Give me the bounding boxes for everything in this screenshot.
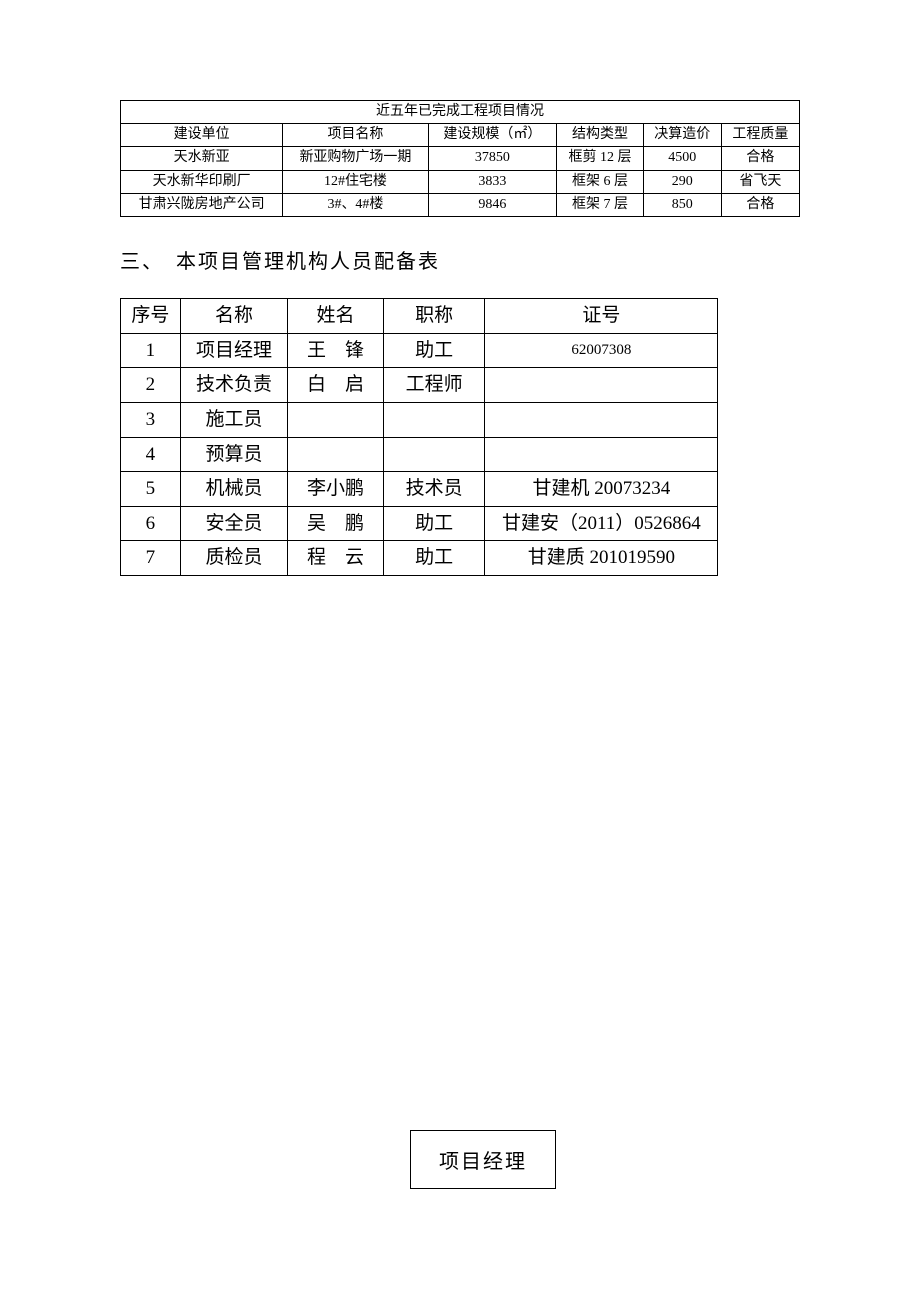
table1-cell: 新亚购物广场一期 (283, 147, 428, 170)
completed-projects-table: 近五年已完成工程项目情况 建设单位 项目名称 建设规模（㎡） 结构类型 决算造价… (120, 100, 800, 217)
table1-cell: 850 (643, 193, 721, 216)
table1-cell: 3#、4#楼 (283, 193, 428, 216)
table2-header-row: 序号 名称 姓名 职称 证号 (121, 298, 718, 333)
table1-cell: 37850 (428, 147, 557, 170)
table2-name: 程 云 (288, 541, 384, 576)
table2-title: 工程师 (383, 368, 485, 403)
table1-h1: 项目名称 (283, 124, 428, 147)
table2-h-name: 姓名 (288, 298, 384, 333)
table2-title (383, 437, 485, 472)
table1-cell: 290 (643, 170, 721, 193)
table1-row: 天水新华印刷厂 12#住宅楼 3833 框架 6 层 290 省飞天 (121, 170, 800, 193)
table2-row: 3 施工员 (121, 402, 718, 437)
table2-row: 6 安全员 吴 鹏 助工 甘建安（2011）0526864 (121, 506, 718, 541)
table1-cell: 12#住宅楼 (283, 170, 428, 193)
table2-row: 5 机械员 李小鹏 技术员 甘建机 20073234 (121, 472, 718, 507)
table1-cell: 框剪 12 层 (557, 147, 644, 170)
section-heading: 三、 本项目管理机构人员配备表 (120, 245, 800, 274)
table2-title: 技术员 (383, 472, 485, 507)
table1-h5: 工程质量 (721, 124, 799, 147)
table1-cell: 合格 (721, 193, 799, 216)
table1-h0: 建设单位 (121, 124, 283, 147)
table2-row: 2 技术负责 白 启 工程师 (121, 368, 718, 403)
table1-cell: 9846 (428, 193, 557, 216)
project-manager-box: 项目经理 (410, 1130, 556, 1189)
table2-cert (485, 402, 718, 437)
table2-name (288, 437, 384, 472)
table2-name: 王 锋 (288, 333, 384, 368)
table1-cell: 3833 (428, 170, 557, 193)
table2-h-seq: 序号 (121, 298, 181, 333)
table1-h2: 建设规模（㎡） (428, 124, 557, 147)
table1-cell: 4500 (643, 147, 721, 170)
table2-seq: 6 (121, 506, 181, 541)
table1-cell: 天水新华印刷厂 (121, 170, 283, 193)
table1-row: 天水新亚 新亚购物广场一期 37850 框剪 12 层 4500 合格 (121, 147, 800, 170)
table2-role: 安全员 (180, 506, 288, 541)
table2-row: 7 质检员 程 云 助工 甘建质 201019590 (121, 541, 718, 576)
table2-seq: 5 (121, 472, 181, 507)
table2-cert (485, 437, 718, 472)
table2-title: 助工 (383, 333, 485, 368)
table1-cell: 合格 (721, 147, 799, 170)
table1-title-row: 近五年已完成工程项目情况 (121, 101, 800, 124)
table1-cell: 天水新亚 (121, 147, 283, 170)
table2-role: 预算员 (180, 437, 288, 472)
table2-title: 助工 (383, 541, 485, 576)
table1-cell: 框架 6 层 (557, 170, 644, 193)
table2-title (383, 402, 485, 437)
table1-header-row: 建设单位 项目名称 建设规模（㎡） 结构类型 决算造价 工程质量 (121, 124, 800, 147)
table1-h3: 结构类型 (557, 124, 644, 147)
table2-h-title: 职称 (383, 298, 485, 333)
table2-name: 白 启 (288, 368, 384, 403)
table1-row: 甘肃兴陇房地产公司 3#、4#楼 9846 框架 7 层 850 合格 (121, 193, 800, 216)
table2-seq: 7 (121, 541, 181, 576)
table2-role: 机械员 (180, 472, 288, 507)
table2-role: 施工员 (180, 402, 288, 437)
table2-cert: 甘建机 20073234 (485, 472, 718, 507)
table2-row: 1 项目经理 王 锋 助工 62007308 (121, 333, 718, 368)
table2-cert: 62007308 (485, 333, 718, 368)
table2-role: 质检员 (180, 541, 288, 576)
table2-title: 助工 (383, 506, 485, 541)
table2-row: 4 预算员 (121, 437, 718, 472)
table2-name: 李小鹏 (288, 472, 384, 507)
table2-name: 吴 鹏 (288, 506, 384, 541)
table1-cell: 省飞天 (721, 170, 799, 193)
table2-role: 技术负责 (180, 368, 288, 403)
table2-seq: 1 (121, 333, 181, 368)
table1-h4: 决算造价 (643, 124, 721, 147)
table2-h-role: 名称 (180, 298, 288, 333)
table2-seq: 3 (121, 402, 181, 437)
table2-h-cert: 证号 (485, 298, 718, 333)
table2-cert: 甘建质 201019590 (485, 541, 718, 576)
table2-name (288, 402, 384, 437)
table2-role: 项目经理 (180, 333, 288, 368)
table1-cell: 甘肃兴陇房地产公司 (121, 193, 283, 216)
table1-title: 近五年已完成工程项目情况 (121, 101, 800, 124)
table2-seq: 4 (121, 437, 181, 472)
table1-cell: 框架 7 层 (557, 193, 644, 216)
table2-cert: 甘建安（2011）0526864 (485, 506, 718, 541)
table2-seq: 2 (121, 368, 181, 403)
table2-cert (485, 368, 718, 403)
personnel-table: 序号 名称 姓名 职称 证号 1 项目经理 王 锋 助工 62007308 2 … (120, 298, 718, 576)
